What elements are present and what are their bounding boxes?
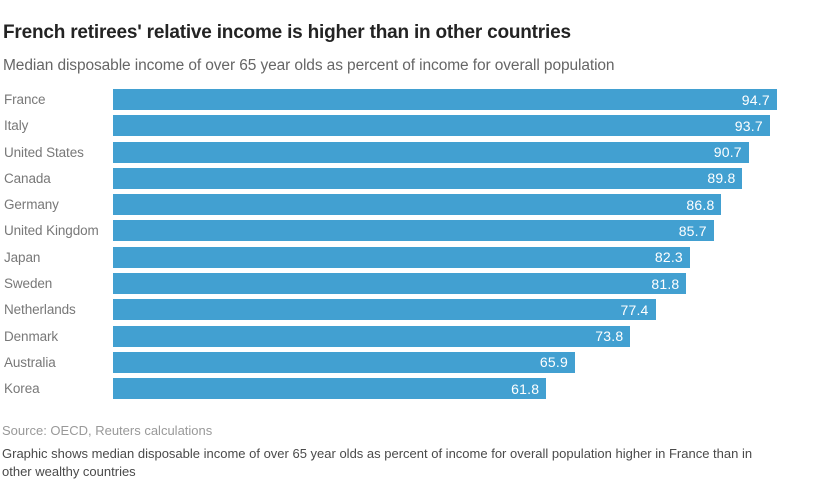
bar: 73.8 bbox=[113, 325, 631, 347]
bar-track: 94.7 bbox=[113, 89, 814, 110]
bar-track: 81.8 bbox=[113, 273, 814, 295]
bar-value-label: 94.7 bbox=[741, 91, 770, 108]
source-note: Source: OECD, Reuters calculations bbox=[2, 423, 213, 438]
bar-value-label: 86.8 bbox=[686, 196, 715, 213]
bar-value-label: 82.3 bbox=[654, 249, 683, 266]
bar: 85.7 bbox=[113, 220, 714, 242]
bar-row-label: Korea bbox=[4, 381, 40, 397]
bar-value-label: 77.4 bbox=[620, 301, 649, 318]
bar-track: 85.7 bbox=[113, 220, 814, 242]
bar-row: Canada 89.8 bbox=[4, 167, 815, 189]
bar-row-label: Sweden bbox=[4, 276, 53, 292]
bar-row: Japan 82.3 bbox=[4, 246, 815, 268]
bar-value-label: 93.7 bbox=[734, 117, 763, 134]
bar-row: United Kingdom 85.7 bbox=[4, 220, 815, 242]
bar-row-label: Netherlands bbox=[4, 302, 76, 318]
bar-row-label: France bbox=[4, 92, 46, 107]
caption-note: Graphic shows median disposable income o… bbox=[2, 446, 753, 479]
bar-row: United States 90.7 bbox=[4, 141, 815, 163]
bar-track: 61.8 bbox=[113, 378, 814, 400]
bar: 82.3 bbox=[113, 246, 690, 268]
bar-row: Netherlands 77.4 bbox=[4, 299, 815, 321]
bar-row-label: Australia bbox=[4, 354, 56, 370]
bar-row-label: United States bbox=[4, 144, 84, 160]
bar-row-label: Italy bbox=[4, 118, 29, 134]
bar-row-label: Germany bbox=[4, 197, 59, 213]
bar: 90.7 bbox=[113, 141, 749, 163]
bar-chart: France 94.7 Italy 93.7 United States 90.7 Cana… bbox=[4, 89, 815, 405]
bar-row: Australia 65.9 bbox=[4, 351, 815, 373]
bar-row: Korea 61.8 bbox=[4, 378, 815, 400]
bar-value-label: 90.7 bbox=[713, 144, 742, 161]
bar-track: 90.7 bbox=[113, 141, 814, 163]
chart-title: French retirees' relative income is high… bbox=[3, 22, 571, 43]
bar: 86.8 bbox=[113, 194, 722, 216]
bar: 89.8 bbox=[113, 167, 743, 189]
bar-row: Germany 86.8 bbox=[4, 194, 815, 216]
bar-track: 82.3 bbox=[113, 246, 814, 268]
bar: 93.7 bbox=[113, 115, 770, 137]
bar-value-label: 81.8 bbox=[651, 275, 680, 292]
bar-track: 73.8 bbox=[113, 325, 814, 347]
bar-value-label: 65.9 bbox=[539, 354, 568, 371]
bar: 65.9 bbox=[113, 351, 575, 373]
bar-row: France 94.7 bbox=[4, 89, 815, 110]
bar-track: 77.4 bbox=[113, 299, 814, 321]
bar: 94.7 bbox=[113, 89, 777, 110]
bar: 77.4 bbox=[113, 299, 656, 321]
bar-value-label: 61.8 bbox=[511, 380, 540, 397]
chart-subtitle: Median disposable income of over 65 year… bbox=[3, 57, 615, 74]
bar-row: Italy 93.7 bbox=[4, 115, 815, 137]
bar-track: 65.9 bbox=[113, 351, 814, 373]
bar-track: 89.8 bbox=[113, 167, 814, 189]
bar-row: Sweden 81.8 bbox=[4, 273, 815, 295]
bar-value-label: 85.7 bbox=[678, 222, 707, 239]
bar-track: 86.8 bbox=[113, 194, 814, 216]
bar-value-label: 73.8 bbox=[595, 328, 624, 345]
bar-value-label: 89.8 bbox=[707, 170, 736, 187]
bar: 81.8 bbox=[113, 273, 687, 295]
bar-row-label: Japan bbox=[4, 249, 41, 265]
bar-row-label: Denmark bbox=[4, 328, 59, 344]
bar-row: Denmark 73.8 bbox=[4, 325, 815, 347]
bar-row-label: Canada bbox=[4, 170, 51, 186]
bar-track: 93.7 bbox=[113, 115, 814, 137]
bar-row-label: United Kingdom bbox=[4, 223, 99, 239]
bar: 61.8 bbox=[113, 378, 547, 400]
